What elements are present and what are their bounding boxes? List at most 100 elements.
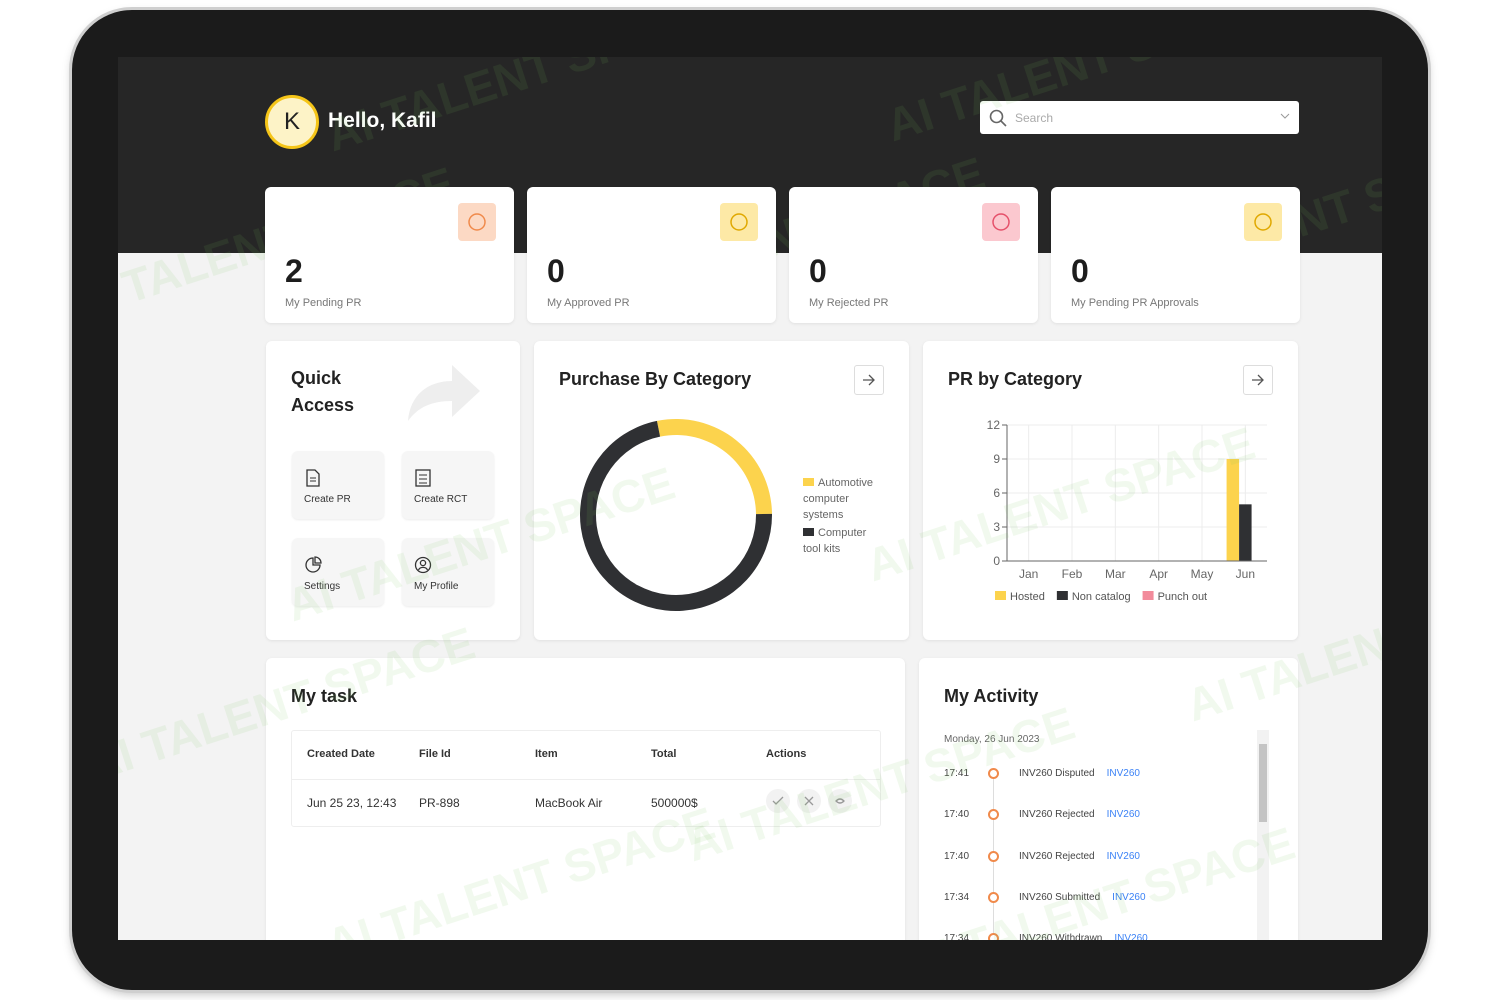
activity-link[interactable]: INV260 — [1106, 768, 1140, 779]
activity-entry: INV260 Submitted INV260 — [1019, 892, 1146, 903]
activity-entry: INV260 Rejected INV260 — [1019, 851, 1140, 862]
activity-text: INV260 Disputed — [1019, 768, 1095, 779]
legend-label: Punch out — [1158, 591, 1208, 603]
legend-entry: Automotive computer systems — [803, 475, 887, 523]
stat-card: 0 My Pending PR Approvals — [1051, 187, 1300, 323]
search-icon — [989, 109, 1007, 127]
legend-label: Non catalog — [1072, 591, 1131, 603]
chart-title: Purchase By Category — [559, 369, 752, 389]
legend-entry: Computer tool kits — [803, 525, 887, 557]
tile-label: My Profile — [414, 581, 459, 592]
icon — [414, 556, 432, 574]
donut-chart — [580, 419, 772, 611]
stat-value: 0 — [809, 253, 827, 289]
arrow-icon — [863, 374, 875, 386]
activity-time: 17:34 — [944, 891, 970, 903]
chart-title: PR by Category — [948, 369, 1083, 389]
arrow-icon — [1252, 374, 1264, 386]
stat-icon — [982, 203, 1020, 241]
action-check[interactable] — [766, 789, 790, 813]
icon — [730, 213, 748, 231]
activity-text: INV260 Rejected — [1019, 809, 1095, 821]
column-header: Total — [651, 748, 677, 760]
stat-label: My Approved PR — [547, 297, 630, 309]
timeline-dot — [988, 850, 999, 862]
icon-shape — [1254, 213, 1272, 231]
activity-link[interactable]: INV260 — [1106, 850, 1140, 862]
activity-text: INV260 Rejected — [1019, 850, 1095, 862]
icon — [415, 469, 431, 487]
y-tick-label: 3 — [993, 520, 1000, 534]
legend-swatch — [1142, 591, 1154, 600]
x-tick-label: Jan — [1019, 567, 1038, 581]
icon — [305, 556, 322, 573]
stat-label: My Rejected PR — [809, 297, 889, 309]
bar — [1239, 504, 1252, 561]
tile-create-pr[interactable]: Create PR — [292, 451, 384, 519]
activity-link[interactable]: INV260 — [1112, 891, 1146, 903]
screen: K Hello, Kafil Search Quick Access Creat… — [118, 57, 1382, 940]
greeting: Hello, Kafil — [328, 109, 437, 132]
table-cell: MacBook Air — [535, 796, 603, 810]
stat-icon — [458, 203, 496, 241]
icon-shape — [730, 213, 748, 231]
card-title: Quick Access — [291, 368, 355, 415]
activity-link[interactable]: INV260 — [1114, 933, 1148, 940]
legend-label: Hosted — [1010, 591, 1045, 603]
scrollbar[interactable] — [1257, 730, 1269, 940]
icon — [1254, 213, 1272, 231]
x-tick-label: Feb — [1062, 567, 1083, 581]
legend-label: Computer tool kits — [803, 527, 867, 555]
timeline-dot — [988, 933, 999, 940]
stat-card: 0 My Rejected PR — [789, 187, 1038, 323]
row-divider — [292, 779, 880, 780]
timeline-dot — [988, 809, 999, 821]
activity-entry: INV260 Rejected INV260 — [1019, 809, 1140, 820]
y-tick-label: 0 — [993, 554, 1000, 568]
x-tick-label: May — [1191, 567, 1214, 581]
activity-text: INV260 Withdrawn — [1019, 933, 1103, 940]
activity-date: Monday, 26 Jun 2023 — [944, 734, 1040, 745]
avatar[interactable]: K — [265, 95, 319, 149]
x-tick-label: Mar — [1105, 567, 1126, 581]
open-button[interactable] — [1243, 365, 1273, 395]
stat-card: 2 My Pending PR — [265, 187, 514, 323]
quick-access-card: Quick Access Create PR Create RCT Settin… — [266, 341, 520, 640]
activity-time: 17:41 — [944, 768, 970, 779]
open-button[interactable] — [854, 365, 884, 395]
x-tick-label: Jun — [1236, 567, 1255, 581]
bar — [1226, 459, 1240, 561]
activity-time: 17:40 — [944, 809, 970, 821]
tile-create-rct[interactable]: Create RCT — [402, 451, 494, 519]
search-box[interactable]: Search — [980, 101, 1299, 134]
stat-icon — [1244, 203, 1282, 241]
stat-value: 0 — [1071, 253, 1089, 289]
tile-my-profile[interactable]: My Profile — [402, 538, 494, 606]
task-card: My task Created Date File Id Item Total Acti… — [266, 658, 905, 940]
column-header: Created Date — [307, 748, 375, 760]
tile-settings[interactable]: Settings — [292, 538, 384, 606]
y-tick-label: 9 — [993, 452, 1000, 466]
legend: Automotive computer systems Computer tool… — [803, 475, 887, 559]
legend-swatch — [803, 478, 814, 486]
task-table: Created Date File Id Item Total Actions Jun 2… — [291, 730, 881, 827]
legend-label: Automotive computer systems — [803, 477, 874, 521]
table-cell: Jun 25 23, 12:43 — [307, 796, 397, 810]
action-x[interactable] — [797, 789, 821, 813]
card-title: My task — [291, 686, 358, 706]
legend-swatch — [1056, 591, 1068, 600]
icon-shape — [835, 798, 845, 804]
stat-value: 2 — [285, 253, 303, 289]
activity-link[interactable]: INV260 — [1106, 809, 1140, 821]
chevron — [1280, 113, 1290, 119]
icon-shape — [468, 213, 486, 231]
decor-arrow — [408, 365, 480, 421]
search-placeholder: Search — [1015, 111, 1054, 125]
action-eye[interactable] — [828, 789, 852, 813]
donut-slice — [656, 419, 772, 515]
activity-text: INV260 Submitted — [1019, 891, 1101, 903]
icon — [468, 213, 486, 231]
activity-time: 17:34 — [944, 933, 970, 940]
pr-category-card: PR by Category 0 3 6 9 12 Jan Feb Mar Apr May Jun H… — [923, 341, 1298, 640]
